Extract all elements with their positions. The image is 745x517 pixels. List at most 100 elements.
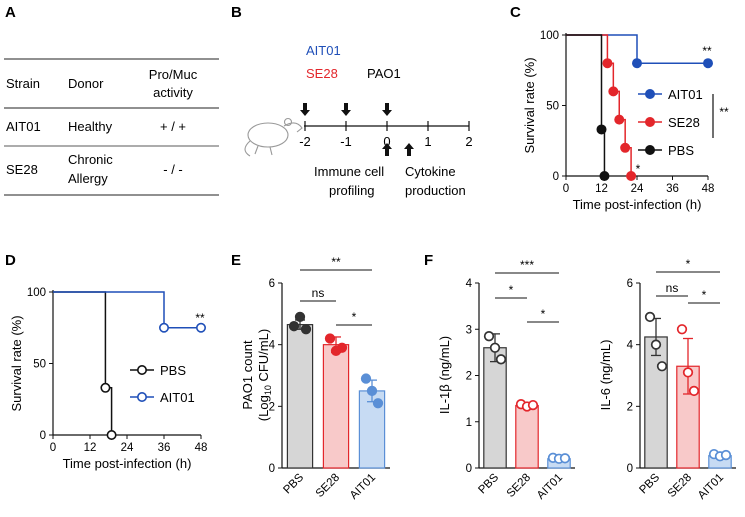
y-tick-label: 0 bbox=[269, 463, 275, 475]
x-tick-label: 12 bbox=[595, 183, 608, 195]
data-point bbox=[688, 385, 700, 397]
data-point bbox=[656, 361, 668, 372]
legend-label: AIT01 bbox=[668, 87, 703, 102]
timeline-ticks: -2 -1 0 1 2 bbox=[299, 121, 473, 149]
bar-pbs bbox=[483, 347, 507, 469]
legend-marker bbox=[137, 364, 148, 375]
y-tick-label: 1 bbox=[466, 417, 472, 429]
significance-label: ns bbox=[666, 281, 679, 295]
timeline-label-pao1: PAO1 bbox=[367, 66, 401, 81]
legend-marker bbox=[644, 89, 655, 100]
data-point bbox=[294, 311, 306, 323]
bar-se28 bbox=[322, 344, 350, 469]
y-tick-label: 50 bbox=[33, 359, 46, 371]
series-line-se28 bbox=[566, 34, 632, 176]
y-axis-title-units: (Log10 CFU/mL) bbox=[256, 329, 273, 421]
y-axis-title: IL-6 (ng/mL) bbox=[598, 340, 613, 411]
table-cell-strain-2: SE28 bbox=[6, 162, 38, 177]
data-point bbox=[366, 385, 378, 397]
significance-label: ** bbox=[331, 255, 341, 269]
panel-label-f: F bbox=[424, 252, 433, 269]
y-tick-label: 4 bbox=[269, 340, 276, 352]
significance-label: * bbox=[541, 307, 546, 321]
table-cell-strain-1: AIT01 bbox=[6, 119, 41, 134]
significance-mark: ** bbox=[195, 311, 205, 325]
y-tick-label: 4 bbox=[466, 278, 473, 290]
annotation-cytokine-2: production bbox=[405, 183, 466, 198]
x-tick-label: 48 bbox=[702, 183, 715, 195]
dose-arrows bbox=[300, 103, 414, 156]
bar-chart-e: 0 2 4 6 PBS SE28 AIT01 ** ns * PAO1 count (Log10 CF… bbox=[240, 255, 390, 502]
data-point bbox=[527, 399, 539, 411]
panel-label-d: D bbox=[5, 252, 16, 269]
significance-mark: * bbox=[636, 162, 641, 176]
y-tick-label: 0 bbox=[627, 463, 633, 475]
significance-label: * bbox=[352, 310, 357, 324]
timeline-tick-label: 1 bbox=[424, 134, 431, 149]
bar-pbs bbox=[286, 324, 314, 469]
panel-label-e: E bbox=[231, 252, 241, 269]
x-tick-label: 24 bbox=[631, 183, 644, 195]
significance-mark: ** bbox=[702, 44, 712, 58]
legend-label: PBS bbox=[160, 363, 186, 378]
x-axis-title: Time post-infection (h) bbox=[63, 456, 192, 471]
x-tick-label: SE28 bbox=[505, 472, 533, 500]
y-tick-label: 0 bbox=[466, 463, 472, 475]
table-header-activity-2: activity bbox=[153, 85, 193, 100]
x-tick-label: 48 bbox=[195, 442, 208, 454]
legend-label: SE28 bbox=[668, 115, 700, 130]
timeline-tick-label: -1 bbox=[340, 134, 352, 149]
y-tick-label: 0 bbox=[553, 171, 559, 183]
y-tick-label: 100 bbox=[540, 30, 559, 42]
bar-pbs bbox=[644, 336, 668, 469]
x-axis-title: Time post-infection (h) bbox=[573, 197, 702, 212]
significance-label: *** bbox=[520, 258, 534, 272]
series-point-se28 bbox=[608, 86, 619, 97]
data-point bbox=[676, 324, 688, 335]
table-cell-donor-2b: Allergy bbox=[68, 171, 108, 186]
data-point bbox=[495, 354, 507, 365]
y-tick-label: 2 bbox=[627, 401, 633, 413]
survival-chart-c: 0 12 24 36 48 0 50 100 Time post-infection (h) Su… bbox=[522, 30, 729, 212]
legend-marker bbox=[644, 145, 655, 156]
timeline-tick-label: 0 bbox=[383, 134, 390, 149]
mouse-icon bbox=[244, 117, 303, 157]
timeline-tick-label: -2 bbox=[299, 134, 311, 149]
series-point-pbs bbox=[596, 124, 607, 135]
significance-mark: ** bbox=[719, 105, 729, 119]
x-tick-label: AIT01 bbox=[535, 472, 565, 502]
x-tick-label: 0 bbox=[50, 442, 56, 454]
data-point bbox=[300, 324, 312, 335]
series-point-pbs bbox=[100, 382, 111, 393]
panel-label-c: C bbox=[510, 4, 521, 21]
table-header-donor: Donor bbox=[68, 76, 104, 91]
panel-label-a: A bbox=[5, 4, 16, 21]
series-point-se28 bbox=[614, 114, 625, 125]
series-point-pbs bbox=[106, 429, 117, 440]
data-point bbox=[650, 339, 662, 350]
x-tick-label: SE28 bbox=[314, 472, 342, 500]
data-point bbox=[682, 367, 694, 378]
series-line-pbs bbox=[53, 291, 113, 435]
series-point-se28 bbox=[626, 171, 637, 182]
data-point bbox=[372, 398, 384, 409]
series-line-ait01 bbox=[566, 34, 708, 64]
y-tick-label: 2 bbox=[466, 371, 472, 383]
x-tick-label: 0 bbox=[563, 183, 569, 195]
table-header-strain: Strain bbox=[6, 76, 40, 91]
significance-label: * bbox=[686, 257, 691, 271]
y-axis-title: Survival rate (%) bbox=[522, 57, 537, 153]
y-tick-label: 2 bbox=[269, 401, 275, 413]
x-tick-label: 36 bbox=[666, 183, 679, 195]
table-cell-activity-2: - / - bbox=[163, 162, 183, 177]
y-axis-title: Survival rate (%) bbox=[9, 315, 24, 411]
x-tick-label: 12 bbox=[84, 442, 97, 454]
x-tick-label: PBS bbox=[281, 471, 306, 496]
data-point bbox=[559, 453, 571, 464]
series-line-ait01 bbox=[53, 291, 201, 329]
x-tick-label: PBS bbox=[637, 471, 662, 496]
significance-label: ns bbox=[312, 286, 325, 300]
annotation-immune-1: Immune cell bbox=[314, 164, 384, 179]
